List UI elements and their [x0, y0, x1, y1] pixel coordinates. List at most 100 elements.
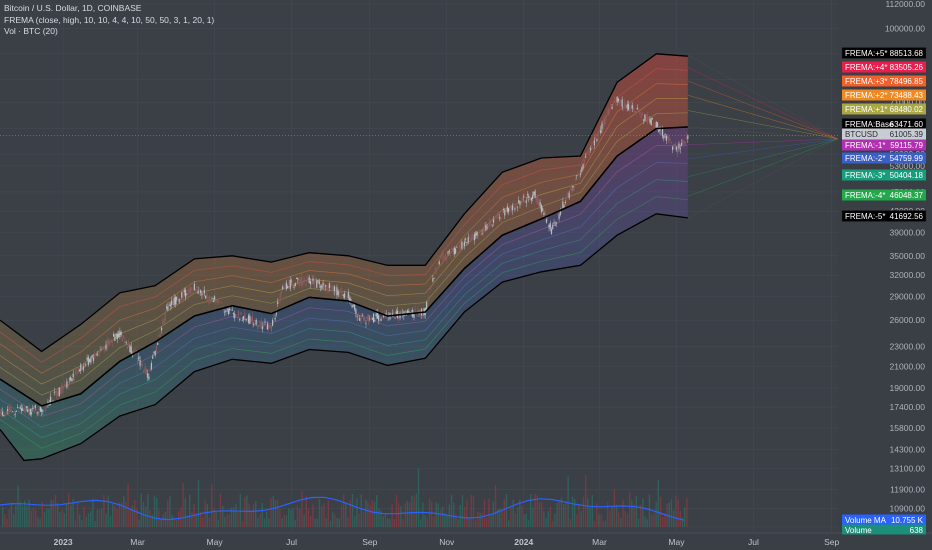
candle-body — [90, 357, 92, 363]
candle-body — [174, 296, 177, 305]
volume-bar — [63, 513, 65, 527]
volume-bar — [536, 495, 538, 527]
candle-body — [473, 234, 476, 241]
x-tick-label: 2024 — [514, 537, 533, 547]
volume-bar — [497, 509, 499, 527]
label-box-frema-1-: FREMA:-1* 59115.79 — [842, 139, 926, 151]
label-box-name: FREMA:+1* — [845, 105, 887, 114]
candle-body — [615, 101, 617, 103]
candle-body — [672, 146, 674, 150]
volume-bar — [659, 497, 662, 527]
candle-body — [123, 335, 125, 339]
candle-body — [574, 177, 577, 180]
y-tick-label: 26000.00 — [890, 315, 926, 325]
projection-line — [687, 138, 839, 160]
candle-body — [646, 114, 649, 124]
candle-body — [335, 288, 337, 293]
candle-body — [465, 238, 467, 240]
candle-body — [283, 286, 285, 288]
volume-bar — [4, 514, 6, 527]
candle-body — [552, 225, 554, 229]
candle-body — [266, 323, 269, 330]
volume-bar — [76, 501, 79, 527]
candle-body — [231, 309, 233, 311]
volume-bar — [565, 501, 567, 527]
x-tick-label: 2023 — [54, 537, 73, 547]
volume-bar — [294, 520, 296, 527]
candle-body — [261, 326, 264, 330]
candle-body — [114, 336, 116, 342]
candle-body — [169, 304, 171, 307]
candle-body — [383, 315, 385, 318]
volume-bar — [241, 520, 244, 527]
candle-body — [152, 356, 154, 359]
candle-body — [75, 369, 77, 375]
candle-body — [311, 282, 313, 284]
volume-bar — [556, 502, 558, 527]
candle-body — [548, 224, 550, 228]
candle-body — [583, 159, 585, 165]
volume-bar — [585, 475, 587, 527]
volume-bar — [516, 507, 519, 527]
volume-bar — [257, 517, 259, 527]
volume-bar — [274, 500, 277, 527]
candle-body — [632, 107, 635, 111]
candle-body — [361, 315, 363, 317]
volume-bar — [508, 520, 510, 527]
candle-body — [260, 320, 262, 329]
volume-bar — [655, 501, 657, 527]
candle-body — [654, 126, 656, 128]
candle-body — [370, 316, 372, 318]
volume-bar — [136, 508, 138, 527]
candle-body — [301, 277, 303, 287]
candle-body — [635, 111, 637, 114]
candle-body — [543, 212, 545, 215]
candle-body — [49, 396, 52, 405]
candle-body — [521, 199, 524, 201]
volume-bar — [569, 519, 571, 527]
candle-body — [284, 284, 286, 290]
volume-bar — [226, 514, 228, 527]
candle-body — [627, 104, 630, 110]
volume-bar — [270, 498, 272, 527]
candle-body — [138, 356, 140, 360]
volume-bar — [640, 504, 642, 527]
volume-bar — [74, 520, 76, 527]
label-box-btcusd: BTCUSD 61005.39 — [842, 128, 926, 140]
volume-bar — [367, 501, 369, 527]
candle-body — [550, 228, 553, 235]
volume-bar — [35, 509, 37, 527]
candle-body — [348, 297, 351, 301]
volume-bar — [598, 514, 600, 527]
candle-body — [685, 137, 688, 139]
volume-bar — [116, 509, 118, 527]
volume-bar — [675, 495, 677, 527]
volume-bar — [213, 508, 215, 527]
candle-body — [547, 216, 549, 218]
candle-body — [309, 281, 312, 285]
volume-bar — [314, 518, 316, 527]
candle-body — [425, 302, 428, 311]
candle-body — [496, 214, 498, 220]
volume-bar — [523, 514, 525, 527]
volume-bar — [103, 494, 105, 527]
candle-body — [179, 299, 182, 302]
volume-bar — [107, 496, 109, 527]
volume-bar — [228, 514, 230, 527]
candle-body — [4, 413, 6, 417]
candle-body — [107, 339, 110, 346]
candle-body — [443, 257, 445, 259]
label-box-value: 54759.99 — [890, 154, 924, 163]
candle-body — [636, 107, 638, 110]
candle-body — [338, 290, 341, 297]
volume-bar — [52, 499, 54, 527]
candle-body — [0, 411, 1, 417]
volume-bar — [582, 496, 585, 527]
volume-bar — [8, 509, 10, 527]
label-box-bg — [842, 75, 926, 87]
volume-bar — [591, 495, 593, 527]
volume-bar — [94, 520, 96, 527]
frema-band-line — [0, 144, 688, 417]
